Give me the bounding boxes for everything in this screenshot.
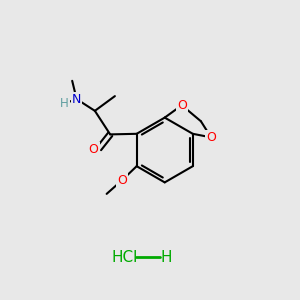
Text: H: H (60, 97, 69, 110)
Text: HCl: HCl (112, 250, 138, 265)
Text: O: O (117, 174, 127, 187)
Text: N: N (72, 93, 81, 106)
Text: O: O (177, 99, 187, 112)
Text: H: H (160, 250, 172, 265)
Text: O: O (89, 143, 99, 157)
Text: O: O (206, 131, 216, 144)
